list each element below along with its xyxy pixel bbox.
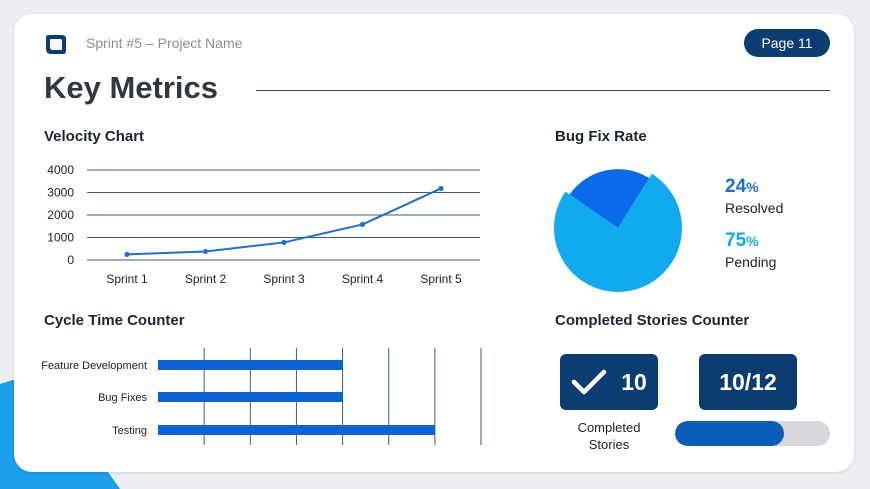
cycle-category-label: Testing [112, 425, 147, 437]
velocity-data-point [202, 248, 209, 255]
bug-fix-pie-chart [554, 169, 682, 292]
cycle-bar [158, 360, 343, 370]
rounded-square-logo-icon [46, 35, 66, 54]
cycle-bar [158, 425, 435, 435]
title-divider [256, 90, 830, 91]
cycle-category-label: Feature Development [41, 360, 147, 372]
velocity-x-tick-label: Sprint 5 [420, 272, 462, 286]
velocity-x-tick-label: Sprint 1 [106, 272, 148, 286]
pie-slice-resolved [569, 169, 650, 228]
completed-ratio-tile: 10/12 [699, 354, 797, 410]
completed-ratio: 10/12 [719, 368, 777, 395]
velocity-y-tick-label: 1000 [47, 231, 74, 245]
resolved-label: Resolved [725, 200, 784, 216]
pending-percentage: 75% [725, 230, 759, 251]
velocity-data-point [359, 221, 366, 228]
cycle-category-label: Bug Fixes [98, 392, 147, 404]
completed-stories-label: Completed Stories [577, 420, 641, 452]
velocity-data-point [438, 185, 444, 192]
velocity-y-tick-label: 0 [67, 253, 74, 267]
velocity-data-point [124, 251, 130, 257]
page-title: Key Metrics [44, 70, 219, 105]
page-number-badge[interactable]: Page 11 [744, 29, 830, 57]
resolved-percentage: 24% [725, 176, 759, 197]
velocity-x-tick-label: Sprint 4 [342, 272, 384, 286]
cycle-time-bar-chart: Feature Development Bug Fixes Testing [41, 348, 482, 445]
velocity-x-tick-label: Sprint 3 [263, 272, 305, 286]
velocity-chart: 0 1000 2000 3000 4000 Sprint 1 Sprint 2 Sprint … [47, 163, 480, 286]
completed-stories-title: Completed Stories Counter [555, 312, 750, 329]
velocity-data-point [281, 239, 287, 246]
cycle-bar [158, 392, 343, 402]
stories-progress-fill [675, 421, 784, 446]
velocity-y-tick-label: 4000 [47, 163, 74, 177]
completed-count-tile: 10 [560, 354, 658, 410]
sprint-project-name: Sprint #5 – Project Name [86, 35, 243, 51]
velocity-x-tick-label: Sprint 2 [185, 272, 227, 286]
cycle-time-title: Cycle Time Counter [44, 312, 185, 329]
velocity-chart-title: Velocity Chart [44, 128, 145, 145]
completed-count: 10 [621, 368, 647, 395]
velocity-y-tick-label: 3000 [47, 186, 74, 200]
stories-progress-bar [675, 421, 830, 446]
bug-fix-rate-title: Bug Fix Rate [555, 128, 647, 145]
checkmark-icon [571, 369, 607, 395]
pie-slice-pending [554, 173, 682, 292]
velocity-y-tick-label: 2000 [47, 208, 74, 222]
pending-label: Pending [725, 254, 777, 270]
